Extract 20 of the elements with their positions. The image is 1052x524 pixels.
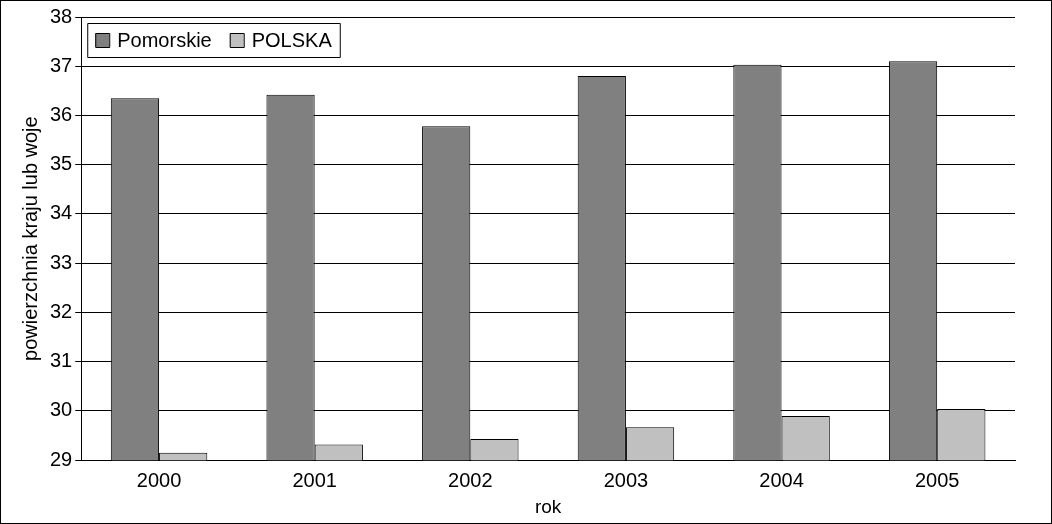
y-tick-label: 29 xyxy=(50,447,73,470)
legend-label: Pomorskie xyxy=(117,28,212,51)
x-tick-label: 2001 xyxy=(292,468,337,491)
x-tick-label: 2003 xyxy=(603,468,649,491)
x-tick-label: 2005 xyxy=(914,468,960,491)
y-tick-label: 36 xyxy=(50,103,73,125)
y-tick-label: 30 xyxy=(50,398,73,421)
y-tick-label: 31 xyxy=(50,349,73,372)
legend-label: POLSKA xyxy=(251,28,333,51)
y-tick-label: 33 xyxy=(50,250,73,273)
x-tick-label: 2002 xyxy=(448,468,493,491)
y-tick-label: 35 xyxy=(50,152,73,175)
x-tick-label: 2000 xyxy=(136,468,182,491)
y-tick-label: 37 xyxy=(50,53,73,76)
y-tick-label: 34 xyxy=(50,201,73,224)
y-tick-label: 38 xyxy=(50,4,73,27)
y-axis-title: powierzchnia kraju lub woje xyxy=(18,116,41,361)
x-axis-title: rok xyxy=(534,495,562,517)
x-tick-label: 2004 xyxy=(759,468,804,491)
y-tick-label: 32 xyxy=(50,299,73,322)
